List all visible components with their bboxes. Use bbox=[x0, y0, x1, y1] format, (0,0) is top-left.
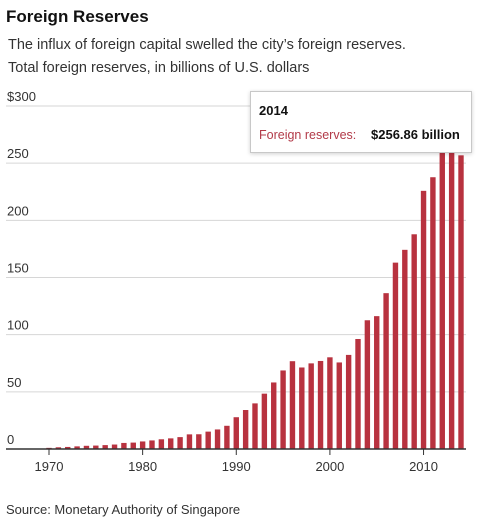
bar-2012[interactable] bbox=[439, 152, 445, 449]
bar-1981[interactable] bbox=[149, 440, 155, 449]
bar-1980[interactable] bbox=[139, 441, 146, 449]
bar-1999[interactable] bbox=[317, 360, 324, 449]
bar-1982[interactable] bbox=[158, 439, 165, 449]
bar-2003[interactable] bbox=[355, 339, 361, 449]
bar-2002[interactable] bbox=[345, 354, 352, 449]
bar-1971[interactable] bbox=[55, 447, 62, 449]
bar-1995[interactable] bbox=[280, 370, 286, 449]
bar-1976[interactable] bbox=[102, 445, 108, 449]
bar-1979[interactable] bbox=[130, 442, 136, 449]
bars bbox=[46, 136, 464, 449]
y-tick-label: $300 bbox=[7, 89, 36, 104]
bar-1997[interactable] bbox=[299, 367, 305, 449]
x-axis-tick-labels: 1970 1980 1990 2000 2010 bbox=[35, 449, 438, 474]
bar-2008[interactable] bbox=[402, 249, 408, 449]
chart-subtitle: The influx of foreign capital swelled th… bbox=[8, 37, 406, 53]
tooltip-label: Foreign reserves: bbox=[259, 128, 357, 142]
chart-source: Source: Monetary Authority of Singapore bbox=[6, 502, 241, 517]
bar-2011[interactable] bbox=[430, 177, 436, 449]
bar-1974[interactable] bbox=[83, 445, 90, 449]
bar-1973[interactable] bbox=[74, 446, 80, 449]
bar-1988[interactable] bbox=[214, 429, 221, 449]
gridlines bbox=[6, 105, 466, 393]
bar-1993[interactable] bbox=[261, 393, 268, 449]
bar-1992[interactable] bbox=[252, 403, 258, 449]
x-tick-label: 2000 bbox=[315, 459, 344, 474]
bar-1996[interactable] bbox=[289, 361, 296, 449]
bar-1977[interactable] bbox=[111, 444, 118, 449]
bar-1984[interactable] bbox=[177, 437, 183, 449]
bar-1972[interactable] bbox=[65, 446, 71, 449]
y-tick-label: 50 bbox=[7, 375, 21, 390]
bar-2001[interactable] bbox=[336, 362, 342, 449]
bar-2010[interactable] bbox=[420, 190, 427, 449]
bar-2009[interactable] bbox=[411, 234, 417, 449]
x-tick-label: 2010 bbox=[409, 459, 438, 474]
bar-1986[interactable] bbox=[196, 434, 202, 449]
y-tick-label: 150 bbox=[7, 261, 29, 276]
tooltip-value: $256.86 billion bbox=[371, 127, 460, 142]
tooltip: 2014 Foreign reserves: $256.86 billion bbox=[250, 91, 472, 153]
y-tick-label: 0 bbox=[7, 432, 14, 447]
y-tick-label: 250 bbox=[7, 146, 29, 161]
bar-2004[interactable] bbox=[364, 320, 371, 449]
bar-2006[interactable] bbox=[383, 293, 389, 449]
y-tick-label: 200 bbox=[7, 203, 29, 218]
bar-1989[interactable] bbox=[224, 425, 230, 449]
bar-1975[interactable] bbox=[93, 445, 99, 449]
y-axis-tick-labels: 0 50 100 150 200 250 $300 bbox=[7, 89, 36, 447]
bar-1985[interactable] bbox=[186, 434, 193, 449]
bar-1983[interactable] bbox=[168, 438, 174, 449]
bar-1990[interactable] bbox=[233, 417, 239, 449]
bar-1987[interactable] bbox=[205, 431, 211, 449]
y-tick-label: 100 bbox=[7, 318, 29, 333]
bar-2014[interactable] bbox=[458, 155, 464, 449]
bar-1991[interactable] bbox=[242, 410, 249, 449]
x-tick-label: 1970 bbox=[35, 459, 64, 474]
x-tick-label: 1990 bbox=[222, 459, 251, 474]
bar-1998[interactable] bbox=[308, 363, 314, 449]
tooltip-year: 2014 bbox=[259, 103, 288, 118]
chart-title: Foreign Reserves bbox=[6, 7, 149, 26]
bar-2013[interactable] bbox=[448, 136, 455, 449]
bar-2005[interactable] bbox=[374, 316, 380, 449]
x-tick-label: 1980 bbox=[128, 459, 157, 474]
bar-1978[interactable] bbox=[121, 442, 127, 449]
bar-1994[interactable] bbox=[271, 382, 277, 449]
bar-2007[interactable] bbox=[392, 262, 399, 449]
bar-2000[interactable] bbox=[327, 357, 333, 449]
chart-units-note: Total foreign reserves, in billions of U… bbox=[8, 60, 310, 76]
